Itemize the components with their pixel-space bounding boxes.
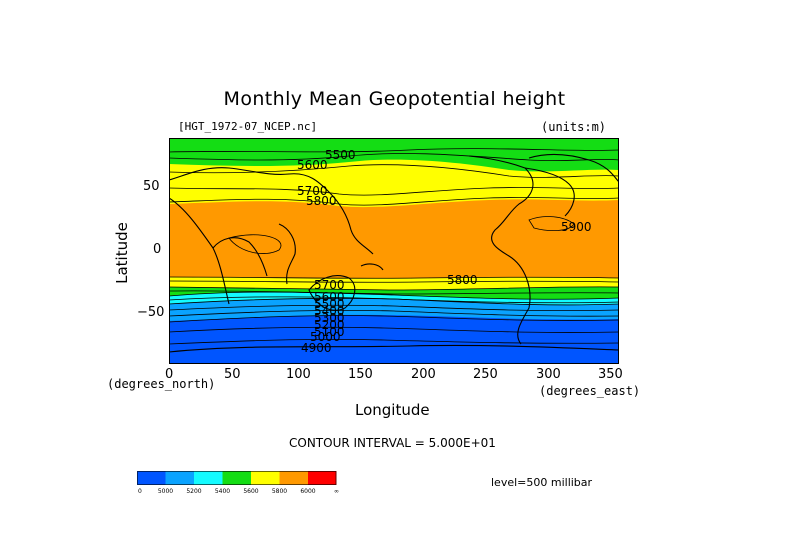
colorbar-swatch xyxy=(165,471,194,485)
contour-label: 5000 xyxy=(310,330,341,344)
x-tick-label: 0 xyxy=(165,367,174,382)
colorbar-label: ∞ xyxy=(334,488,339,495)
contour-lines xyxy=(169,148,619,345)
contour-label: 5700 xyxy=(314,278,345,292)
x-tick-label: 200 xyxy=(411,367,436,382)
contour-interval-label: CONTOUR INTERVAL = 5.000E+01 xyxy=(289,436,496,450)
contour-label: 5100 xyxy=(314,325,345,339)
contour-label: 5500 xyxy=(325,148,356,162)
x-tick-label: 100 xyxy=(286,367,311,382)
colorbar-swatch xyxy=(279,471,308,485)
x-axis-unit-label: (degrees_east) xyxy=(539,384,641,398)
green-band-north xyxy=(169,138,619,172)
contour-label: 5600 xyxy=(297,158,328,172)
y-tick-label: 50 xyxy=(143,179,160,194)
contour-label: 5200 xyxy=(314,318,345,332)
colorbar-label: 0 xyxy=(138,488,142,495)
colorbar-swatch xyxy=(251,471,280,485)
x-axis-title: Longitude xyxy=(355,401,430,419)
contour-label: 5300 xyxy=(314,311,345,325)
y-tick-label: −50 xyxy=(137,305,165,320)
contour-label-group: 5600 5500 5700 5800 5900 5800 5700 5600 … xyxy=(297,148,592,355)
contour-label: 5500 xyxy=(314,297,345,311)
contour-label: 5900 xyxy=(561,220,592,234)
contour-label: 5800 xyxy=(447,273,478,287)
units-label: (units:m) xyxy=(541,120,607,134)
x-tick-label: 350 xyxy=(598,367,623,382)
colorbar-swatch xyxy=(222,471,251,485)
x-tick-label: 50 xyxy=(224,367,241,382)
y-tick-label: 0 xyxy=(153,242,162,257)
colorbar-label: 6000 xyxy=(300,488,315,495)
colorbar-swatch xyxy=(194,471,223,485)
file-label: [HGT_1972-07_NCEP.nc] xyxy=(178,120,318,133)
cyan-band xyxy=(169,291,619,305)
colorbar-label: 5400 xyxy=(215,488,230,495)
colorbar-swatch xyxy=(308,471,337,485)
colorbar-label: 5600 xyxy=(243,488,258,495)
deep-blue-band xyxy=(169,313,619,364)
x-tick-label: 300 xyxy=(536,367,561,382)
y-axis-unit-label: (degrees_north) xyxy=(107,377,216,391)
contour-label: 5600 xyxy=(314,290,345,304)
contour-label: 4900 xyxy=(301,341,332,355)
green-band-south xyxy=(169,285,619,300)
colorbar-label: 5000 xyxy=(158,488,173,495)
geopotential-height-map: 5600 5500 5700 5800 5900 5800 5700 5600 … xyxy=(169,138,619,364)
yellow-band-north xyxy=(169,157,619,208)
contour-label: 5700 xyxy=(297,184,328,198)
x-tick-label: 150 xyxy=(348,367,373,382)
colorbar-swatch xyxy=(137,471,166,485)
level-label: level=500 millibar xyxy=(491,476,593,489)
colorbar: 0 5000 5200 5400 5600 5800 6000 ∞ xyxy=(137,471,339,495)
y-axis-title: Latitude xyxy=(112,222,131,284)
map-frame xyxy=(169,138,619,364)
colorbar-label: 5800 xyxy=(272,488,287,495)
contour-label: 5400 xyxy=(314,304,345,318)
contour-label: 5800 xyxy=(306,194,337,208)
coastlines xyxy=(169,153,619,353)
x-tick-label: 250 xyxy=(473,367,498,382)
colorbar-label: 5200 xyxy=(186,488,201,495)
colorbar-frame xyxy=(137,471,337,485)
plot-title: Monthly Mean Geopotential height xyxy=(223,88,566,110)
yellow-band-south xyxy=(169,276,619,290)
